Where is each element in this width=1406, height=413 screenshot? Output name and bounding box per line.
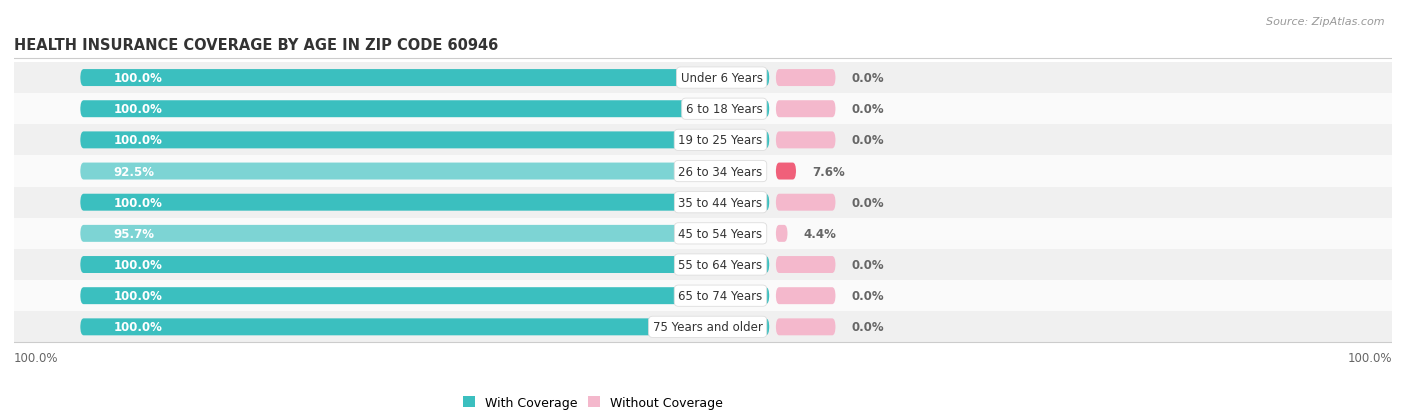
FancyBboxPatch shape [14,125,1392,156]
Text: 0.0%: 0.0% [852,320,884,334]
FancyBboxPatch shape [14,156,1392,187]
FancyBboxPatch shape [776,194,835,211]
FancyBboxPatch shape [80,225,740,242]
Text: 0.0%: 0.0% [852,72,884,85]
FancyBboxPatch shape [80,194,769,211]
Text: 0.0%: 0.0% [852,290,884,302]
FancyBboxPatch shape [776,132,835,149]
FancyBboxPatch shape [776,225,787,242]
FancyBboxPatch shape [80,287,769,304]
FancyBboxPatch shape [80,163,717,180]
Text: 7.6%: 7.6% [811,165,845,178]
FancyBboxPatch shape [776,318,835,335]
FancyBboxPatch shape [776,287,835,304]
Text: 100.0%: 100.0% [114,290,162,302]
Text: 100.0%: 100.0% [14,351,59,364]
Text: 0.0%: 0.0% [852,259,884,271]
FancyBboxPatch shape [14,280,1392,311]
Text: 35 to 44 Years: 35 to 44 Years [679,196,762,209]
FancyBboxPatch shape [776,101,835,118]
Text: 19 to 25 Years: 19 to 25 Years [678,134,762,147]
Text: 100.0%: 100.0% [114,320,162,334]
Text: 0.0%: 0.0% [852,103,884,116]
FancyBboxPatch shape [14,249,1392,280]
Text: 45 to 54 Years: 45 to 54 Years [679,227,762,240]
Text: 65 to 74 Years: 65 to 74 Years [678,290,762,302]
FancyBboxPatch shape [14,187,1392,218]
Text: 100.0%: 100.0% [114,103,162,116]
Text: 100.0%: 100.0% [114,134,162,147]
FancyBboxPatch shape [776,256,835,273]
Text: 100.0%: 100.0% [114,196,162,209]
Text: 100.0%: 100.0% [1347,351,1392,364]
Text: 6 to 18 Years: 6 to 18 Years [686,103,762,116]
Text: 0.0%: 0.0% [852,196,884,209]
Text: 0.0%: 0.0% [852,134,884,147]
FancyBboxPatch shape [14,94,1392,125]
FancyBboxPatch shape [776,70,835,87]
Text: 75 Years and older: 75 Years and older [652,320,762,334]
FancyBboxPatch shape [80,101,769,118]
Text: 100.0%: 100.0% [114,259,162,271]
Text: Source: ZipAtlas.com: Source: ZipAtlas.com [1267,17,1385,26]
FancyBboxPatch shape [14,311,1392,343]
FancyBboxPatch shape [776,163,796,180]
Text: 26 to 34 Years: 26 to 34 Years [678,165,762,178]
Text: 55 to 64 Years: 55 to 64 Years [679,259,762,271]
Text: HEALTH INSURANCE COVERAGE BY AGE IN ZIP CODE 60946: HEALTH INSURANCE COVERAGE BY AGE IN ZIP … [14,38,498,52]
FancyBboxPatch shape [80,318,769,335]
FancyBboxPatch shape [14,218,1392,249]
FancyBboxPatch shape [14,63,1392,94]
Text: 92.5%: 92.5% [114,165,155,178]
FancyBboxPatch shape [80,132,769,149]
Legend: With Coverage, Without Coverage: With Coverage, Without Coverage [457,391,728,413]
Text: 100.0%: 100.0% [114,72,162,85]
Text: 95.7%: 95.7% [114,227,155,240]
FancyBboxPatch shape [80,256,769,273]
FancyBboxPatch shape [80,70,769,87]
Text: 4.4%: 4.4% [803,227,837,240]
Text: Under 6 Years: Under 6 Years [681,72,762,85]
